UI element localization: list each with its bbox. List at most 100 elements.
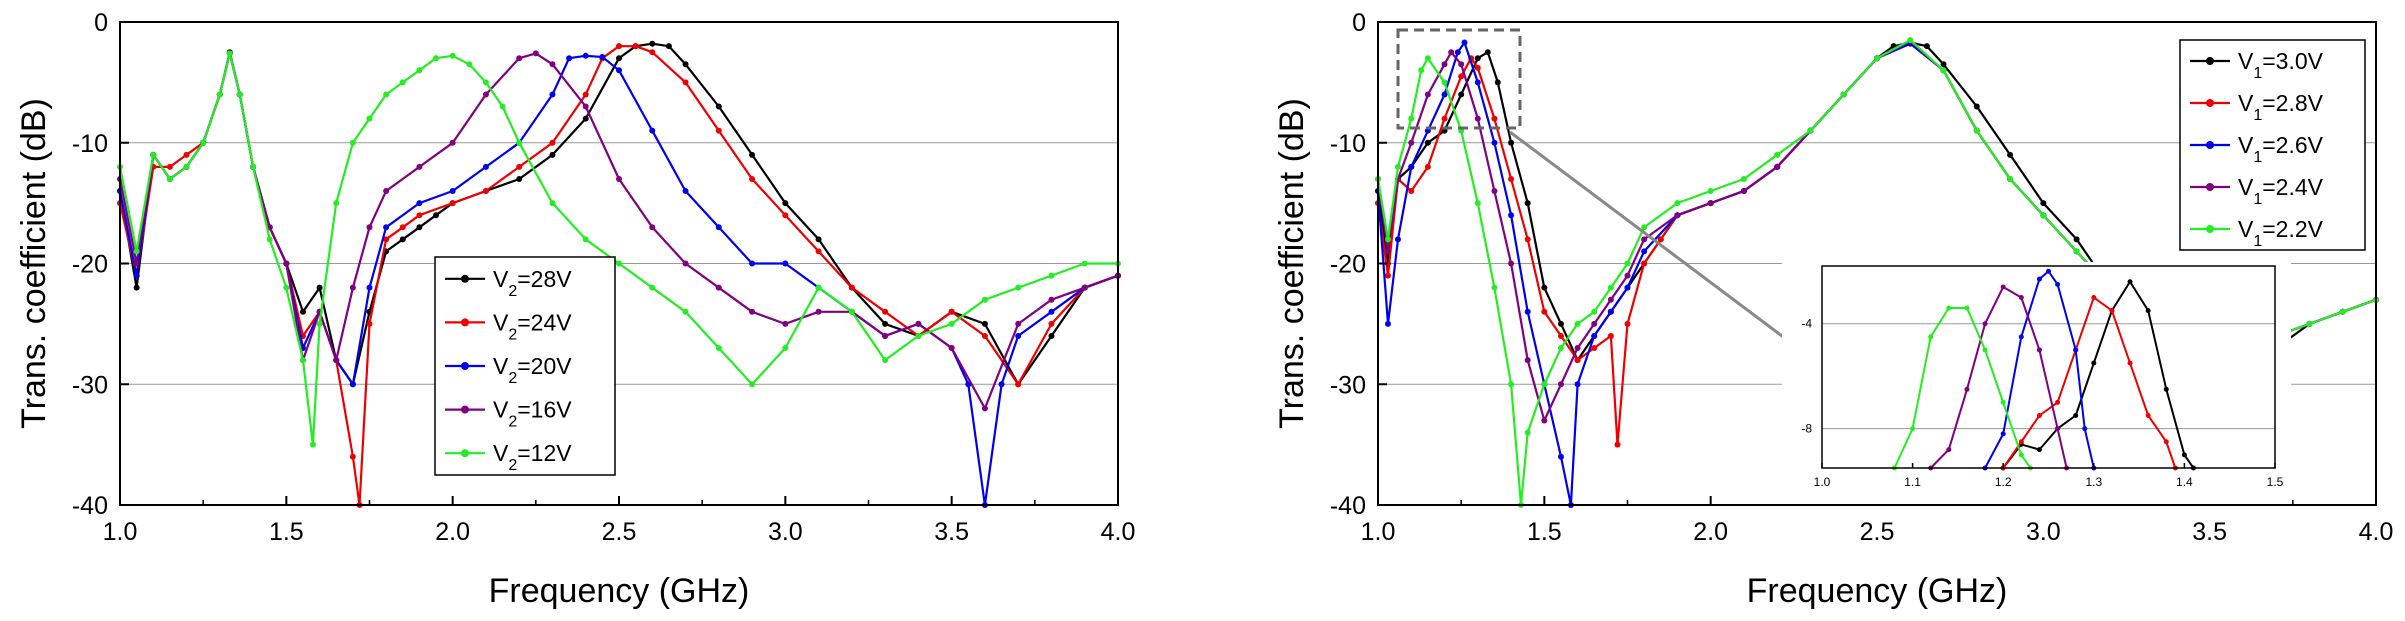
data-point	[1840, 91, 1847, 98]
data-point	[616, 55, 622, 62]
inset-data-point	[1964, 305, 1970, 311]
x-tick-label: 4.0	[1101, 518, 1136, 546]
data-point	[1657, 236, 1664, 243]
data-point	[1591, 320, 1598, 327]
data-point	[848, 308, 855, 315]
data-point	[882, 332, 889, 339]
data-point	[133, 248, 140, 255]
data-point	[682, 188, 689, 195]
data-point	[383, 188, 390, 195]
legend-entry-label: V2=12V	[493, 440, 572, 474]
data-point	[715, 103, 722, 110]
data-point	[366, 284, 373, 291]
data-point	[1491, 284, 1498, 291]
data-point	[1474, 55, 1481, 62]
data-point	[1973, 103, 1980, 110]
data-point	[1557, 345, 1564, 352]
data-point	[1048, 320, 1055, 327]
inset-data-point	[1964, 386, 1970, 392]
data-point	[433, 55, 440, 62]
data-point	[449, 188, 456, 195]
data-point	[1474, 79, 1481, 86]
legend-entry-label: V2=20V	[493, 353, 572, 387]
data-point	[499, 103, 506, 110]
data-point	[1454, 49, 1461, 56]
inset-data-point	[1946, 447, 1952, 453]
data-point	[1441, 91, 1448, 98]
data-point	[1524, 200, 1531, 207]
data-point	[1458, 91, 1465, 98]
data-point	[1384, 272, 1391, 279]
data-point	[616, 175, 622, 182]
data-point	[1641, 260, 1648, 267]
data-point	[566, 55, 573, 62]
data-point	[1394, 163, 1401, 170]
data-point	[1494, 79, 1501, 86]
data-point	[549, 139, 556, 146]
legend-entry-label: V1=2.8V	[2238, 90, 2324, 124]
legend-entry-label: V1=3.0V	[2238, 48, 2324, 82]
data-point	[416, 200, 423, 207]
data-point	[1524, 357, 1531, 364]
y-tick-label: 0	[1352, 9, 1366, 37]
data-point	[1491, 115, 1498, 122]
data-point	[1973, 127, 1980, 134]
data-point	[1394, 236, 1401, 243]
data-point	[948, 308, 955, 315]
legend-entry-label: V2=24V	[493, 309, 572, 343]
x-tick-label: 3.5	[2192, 518, 2227, 546]
data-point	[2339, 308, 2346, 315]
data-point	[399, 79, 406, 86]
data-point	[399, 224, 406, 231]
data-point	[715, 127, 722, 134]
data-point	[715, 345, 722, 352]
data-point	[1641, 236, 1648, 243]
y-tick-label: -40	[72, 492, 108, 520]
series-line	[118, 52, 1119, 410]
data-point	[283, 260, 290, 267]
data-point	[516, 163, 523, 170]
data-point	[1418, 67, 1425, 74]
x-axis-title: Frequency (GHz)	[489, 572, 750, 610]
data-point	[1424, 55, 1431, 62]
inset-background	[1782, 262, 2291, 504]
data-point	[250, 163, 257, 170]
data-point	[166, 175, 173, 182]
data-point	[1907, 37, 1914, 44]
inset-data-point	[2091, 360, 2097, 366]
data-point	[1591, 345, 1598, 352]
data-point	[383, 224, 390, 231]
data-point	[482, 163, 489, 170]
inset-data-point	[2000, 399, 2006, 405]
data-point	[1491, 139, 1498, 146]
y-tick-label: 0	[94, 9, 108, 37]
data-point	[715, 284, 722, 291]
inset-data-point	[2036, 413, 2042, 419]
data-point	[782, 260, 789, 267]
data-point	[1048, 332, 1055, 339]
data-point	[1441, 61, 1448, 68]
x-tick-label: 1.0	[103, 518, 138, 546]
y-tick-label: -30	[72, 371, 108, 399]
inset-x-tick-label: 1.4	[2176, 475, 2193, 489]
inset-data-point	[2018, 334, 2024, 340]
data-point	[383, 236, 390, 243]
data-point	[1524, 308, 1531, 315]
data-point	[399, 236, 406, 243]
zoom-arrow-line	[1509, 130, 1803, 353]
inset-series-line	[2002, 280, 2195, 469]
data-point	[349, 381, 356, 388]
data-point	[1624, 272, 1631, 279]
inset-data-point	[2055, 426, 2061, 432]
data-point	[1707, 200, 1714, 207]
data-point	[1408, 115, 1415, 122]
y-tick-label: -10	[72, 130, 108, 158]
data-point	[1624, 260, 1631, 267]
data-point	[1940, 61, 1947, 68]
data-point	[200, 139, 207, 146]
data-point	[1674, 200, 1681, 207]
data-point	[616, 43, 622, 50]
x-tick-label: 4.0	[2359, 518, 2394, 546]
data-point	[433, 212, 440, 219]
inset-data-point	[2036, 276, 2042, 282]
